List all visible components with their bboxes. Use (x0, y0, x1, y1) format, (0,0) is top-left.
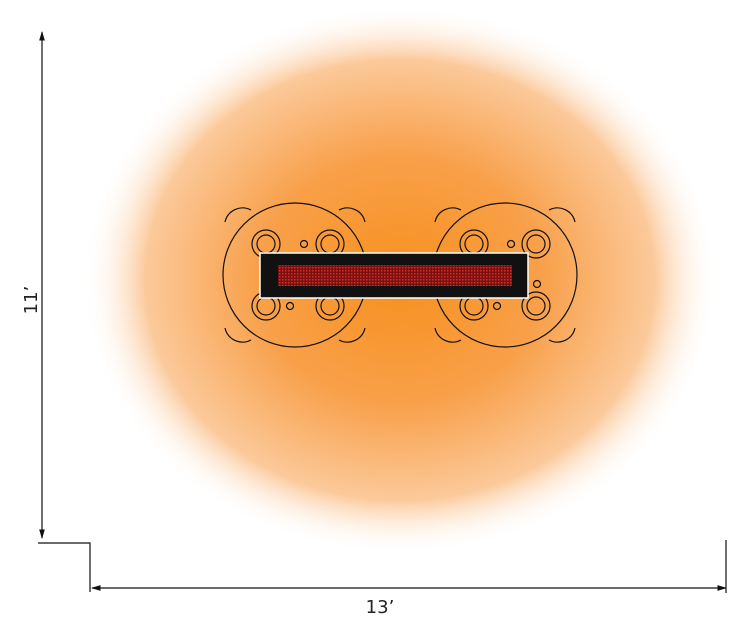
width-label: 13’ (366, 597, 395, 618)
heater (259, 252, 529, 299)
dimension-lines (38, 31, 727, 593)
height-label: 11’ (21, 286, 42, 315)
